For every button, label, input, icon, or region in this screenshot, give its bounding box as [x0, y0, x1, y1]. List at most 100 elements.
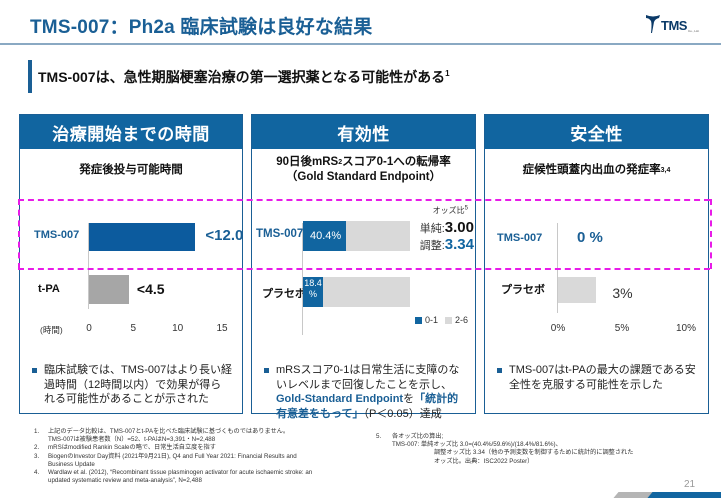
metric-footnote: 3,4 — [660, 167, 671, 174]
title-divider — [0, 43, 721, 45]
bullet-highlight: Gold-Standard Endpoint — [276, 393, 404, 405]
footnote-number: 5. — [376, 433, 382, 440]
bullet-text: （P＜0.05）達成 — [363, 407, 442, 420]
metric-subtitle: （Gold Standard Endpoint） — [285, 171, 442, 183]
value-placebo: 3% — [612, 285, 633, 301]
highlight-top-border — [18, 199, 710, 201]
logo-text: TMS — [661, 18, 687, 33]
metric-title: 発症後投与可能時間 — [79, 164, 183, 176]
footnote-text: updated systematic review and meta-analy… — [48, 477, 202, 485]
row-label-tms007: TMS-007 — [256, 228, 304, 240]
corner-decoration-blue — [647, 492, 721, 498]
logo-subtext: Co., Ltd. — [687, 29, 700, 33]
footnote-5-body: 5. 各オッズ比の算出; TMS-007: 単純オッズ比 3.0=(40.4%/… — [376, 433, 676, 466]
metric-footnote: 2 — [338, 159, 343, 166]
chart-legend: 0-1 2-6 — [415, 315, 468, 325]
odds-adjusted-value: 3.34 — [444, 236, 474, 253]
key-message-footnote: 1 — [445, 69, 450, 78]
key-message-text: TMS-007は、急性期脳梗塞治療の第一選択薬となる可能性がある — [38, 68, 446, 85]
bullet-text: TMS-007はt-PAの最大の課題である安全性を克服する可能性を示した — [509, 364, 696, 391]
footnote-text: 調整オッズ比 3.34（他の予測変数を制御するために統計的に調整された — [434, 449, 634, 457]
chart-axis — [302, 223, 303, 335]
page-title: TMS-007：Ph2a 臨床試験は良好な結果 — [30, 17, 373, 38]
key-message: TMS-007は、急性期脳梗塞治療の第一選択薬となる可能性がある 1 — [28, 60, 450, 93]
row-label-placebo: プラセボ — [262, 288, 306, 300]
footnote-number: 2. — [34, 444, 40, 452]
panel-header: 治療開始までの時間 — [20, 115, 242, 149]
axis-tick: 0 — [86, 323, 92, 334]
metric-title-part1: 90日後mRS — [276, 156, 339, 168]
odds-footnote: 5 — [464, 205, 468, 212]
row-label-tms007: TMS-007 — [34, 229, 80, 241]
footnote-text: Wardlaw et al. (2012), “Recombinant tiss… — [48, 469, 313, 477]
value-tms007: <12.0 — [205, 227, 244, 244]
axis-tick: 5 — [130, 323, 137, 334]
value-tms007: 0 % — [577, 229, 603, 246]
footnote-text: BiogenのInvestor Day資料 (2021年9月21日), Q4 a… — [48, 452, 297, 460]
odds-title: オッズ比5 — [414, 205, 474, 216]
row-label-tms007: TMS-007 — [497, 232, 543, 244]
highlight-left-border — [18, 199, 20, 269]
metric-title-part2: スコア0-1への転帰率 — [342, 156, 451, 168]
footnote-number: 3. — [34, 452, 40, 460]
panel-bullet: TMS-007はt-PAの最大の課題である安全性を克服する可能性を示した — [485, 363, 708, 392]
bar-tms007-mrs-2-6 — [346, 221, 410, 251]
axis-tick: 15 — [216, 323, 228, 334]
bullet-text: を — [403, 393, 415, 405]
metric-title: 症候性頭蓋内出血の発症率3,4 — [485, 163, 708, 178]
footnote-text: 各オッズ比の算出; — [392, 433, 444, 440]
tms-logo-icon — [646, 14, 660, 34]
odds-adjusted-label: 調整: — [419, 240, 445, 252]
bullet-text: 臨床試験では、TMS-007はより長い経過時間（12時間以内）で効果が得られる可… — [44, 364, 233, 405]
footnote-4: 4. Wardlaw et al. (2012), “Recombinant ti… — [34, 469, 364, 485]
axis-tick: 5% — [614, 323, 630, 334]
legend-label-0-1: 0-1 — [425, 315, 439, 325]
footnote-number: 4. — [34, 469, 40, 477]
footnote-text: オッズ比。出典：ISC2022 Poster） — [434, 457, 534, 465]
footnote-text: mRSはmodified Rankin Scaleの略で、日常生活自立度を指す — [48, 444, 216, 452]
bar-tpa — [89, 275, 129, 304]
chart-axis — [88, 223, 89, 309]
footnote-text: TMS-007は被験患者数（N）=52、t-PAはN=3,391・N=2,488 — [48, 436, 216, 444]
odds-adjusted: 調整:3.34 — [414, 236, 474, 253]
legend-label-2-6: 2-6 — [455, 315, 469, 325]
value-placebo: 18.4 % — [304, 278, 322, 299]
value-tpa: <4.5 — [136, 281, 165, 297]
odds-simple-value: 3.00 — [444, 219, 474, 236]
footnote-text: TMS-007: 単純オッズ比 3.0=(40.4%/59.6%)/(18.4%… — [392, 441, 562, 449]
footnote-text: 上記のデータ比較は、TMS-007とt-PAを比べた臨床試験に基づくものではあり… — [48, 428, 290, 435]
panel-efficacy: 有効性 90日後mRS2スコア0-1への転帰率 （Gold Standard E… — [251, 114, 476, 420]
footnote-5: 5. 各オッズ比の算出; TMS-007: 単純オッズ比 3.0=(40.4%/… — [376, 433, 676, 466]
metric-title-text: 症候性頭蓋内出血の発症率 — [522, 164, 661, 176]
footnote-number: 1. — [34, 428, 40, 435]
bullet-icon — [32, 368, 37, 373]
highlight-bottom-border — [18, 268, 710, 270]
axis-unit-label: (時間) — [40, 325, 63, 335]
legend-swatch-2-6 — [445, 316, 453, 324]
panel-bullet: mRSスコア0-1は日常生活に支障のないレベルまで回復したことを示し、 Gold-… — [252, 363, 475, 421]
page-number: 21 — [684, 479, 696, 490]
bar-placebo-mrs-2-6 — [322, 277, 410, 307]
legend-swatch-0-1 — [415, 316, 422, 324]
bullet-text: mRSスコア0-1は日常生活に支障のないレベルまで回復したことを示し、 — [276, 364, 460, 391]
footnote-2: 2. mRSはmodified Rankin Scaleの略で、日常生活自立度を指… — [34, 444, 364, 452]
bar-placebo-mrs-0-1 — [303, 277, 323, 307]
row-label-placebo: プラセボ — [501, 284, 545, 296]
axis-tick: 10% — [675, 323, 697, 334]
bullet-icon — [264, 368, 269, 373]
bullet-icon — [497, 368, 502, 373]
bar-placebo — [558, 277, 597, 303]
axis-tick: 0% — [550, 323, 566, 334]
panel-time-to-treatment: 治療開始までの時間 発症後投与可能時間 TMS-007 <12.0 t-PA <… — [19, 114, 243, 414]
odds-simple: 単純:3.00 — [414, 219, 474, 236]
panel-safety: 安全性 症候性頭蓋内出血の発症率3,4 TMS-007 0 % プラセボ 3% … — [484, 114, 709, 414]
row-label-tpa: t-PA — [38, 283, 60, 295]
bullet-highlight: 「統計的有意差をもって」 — [276, 393, 459, 420]
panel-header: 安全性 — [485, 115, 708, 149]
odds-simple-label: 単純: — [419, 223, 445, 235]
odds-ratio-box: オッズ比5 単純:3.00 調整:3.34 — [414, 205, 474, 253]
metric-title: 90日後mRS2スコア0-1への転帰率 （Gold Standard Endpo… — [252, 155, 475, 185]
footnotes-left: 1. 上記のデータ比較は、TMS-007とt-PAを比べた臨床試験に基づくものでは… — [34, 428, 364, 485]
footnote-3: 3. BiogenのInvestor Day資料 (2021年9月21日), Q4… — [34, 453, 364, 469]
highlight-right-border — [710, 199, 712, 269]
